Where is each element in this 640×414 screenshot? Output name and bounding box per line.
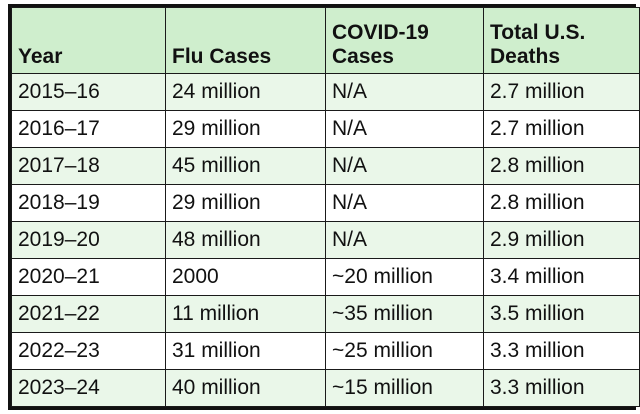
cell-flu-cases: 31 million: [165, 332, 326, 370]
cell-covid-cases: N/A: [325, 110, 484, 148]
header-year: Year: [11, 7, 166, 74]
cell-flu-cases: 29 million: [165, 184, 326, 222]
cell-year: 2021–22: [11, 295, 166, 333]
header-covid-cases: COVID-19 Cases: [325, 7, 484, 74]
cell-covid-cases: ~35 million: [325, 295, 484, 333]
cell-total-deaths: 2.8 million: [483, 184, 640, 222]
cell-year: 2016–17: [11, 110, 166, 148]
cell-total-deaths: 2.7 million: [483, 73, 640, 111]
cell-covid-cases: N/A: [325, 184, 484, 222]
cell-flu-cases: 48 million: [165, 221, 326, 259]
cell-year: 2017–18: [11, 147, 166, 185]
cell-year: 2020–21: [11, 258, 166, 296]
cell-total-deaths: 3.3 million: [483, 369, 640, 407]
cell-covid-cases: ~20 million: [325, 258, 484, 296]
cell-flu-cases: 11 million: [165, 295, 326, 333]
cell-covid-cases: N/A: [325, 147, 484, 185]
cell-year: 2023–24: [11, 369, 166, 407]
table-row: 2022–23 31 million ~25 million 3.3 milli…: [11, 332, 640, 370]
cell-covid-cases: ~15 million: [325, 369, 484, 407]
cell-total-deaths: 3.5 million: [483, 295, 640, 333]
cell-year: 2022–23: [11, 332, 166, 370]
table-row: 2018–19 29 million N/A 2.8 million: [11, 184, 640, 222]
header-flu-cases: Flu Cases: [165, 7, 326, 74]
table-row: 2021–22 11 million ~35 million 3.5 milli…: [11, 295, 640, 333]
cell-total-deaths: 2.8 million: [483, 147, 640, 185]
cell-flu-cases: 2000: [165, 258, 326, 296]
cell-total-deaths: 2.7 million: [483, 110, 640, 148]
flu-covid-deaths-table: Year Flu Cases COVID-19 Cases Total U.S.…: [11, 7, 640, 407]
cell-year: 2018–19: [11, 184, 166, 222]
cell-covid-cases: N/A: [325, 221, 484, 259]
table-frame: Year Flu Cases COVID-19 Cases Total U.S.…: [8, 4, 640, 410]
cell-flu-cases: 29 million: [165, 110, 326, 148]
cell-total-deaths: 3.4 million: [483, 258, 640, 296]
table-row: 2015–16 24 million N/A 2.7 million: [11, 73, 640, 111]
header-row: Year Flu Cases COVID-19 Cases Total U.S.…: [11, 7, 640, 74]
header-total-deaths: Total U.S. Deaths: [483, 7, 640, 74]
cell-flu-cases: 24 million: [165, 73, 326, 111]
cell-total-deaths: 2.9 million: [483, 221, 640, 259]
table-row: 2020–21 2000 ~20 million 3.4 million: [11, 258, 640, 296]
table-row: 2019–20 48 million N/A 2.9 million: [11, 221, 640, 259]
cell-covid-cases: ~25 million: [325, 332, 484, 370]
cell-covid-cases: N/A: [325, 73, 484, 111]
table-row: 2017–18 45 million N/A 2.8 million: [11, 147, 640, 185]
cell-total-deaths: 3.3 million: [483, 332, 640, 370]
cell-flu-cases: 45 million: [165, 147, 326, 185]
cell-flu-cases: 40 million: [165, 369, 326, 407]
cell-year: 2015–16: [11, 73, 166, 111]
table-row: 2016–17 29 million N/A 2.7 million: [11, 110, 640, 148]
cell-year: 2019–20: [11, 221, 166, 259]
table-row: 2023–24 40 million ~15 million 3.3 milli…: [11, 369, 640, 407]
